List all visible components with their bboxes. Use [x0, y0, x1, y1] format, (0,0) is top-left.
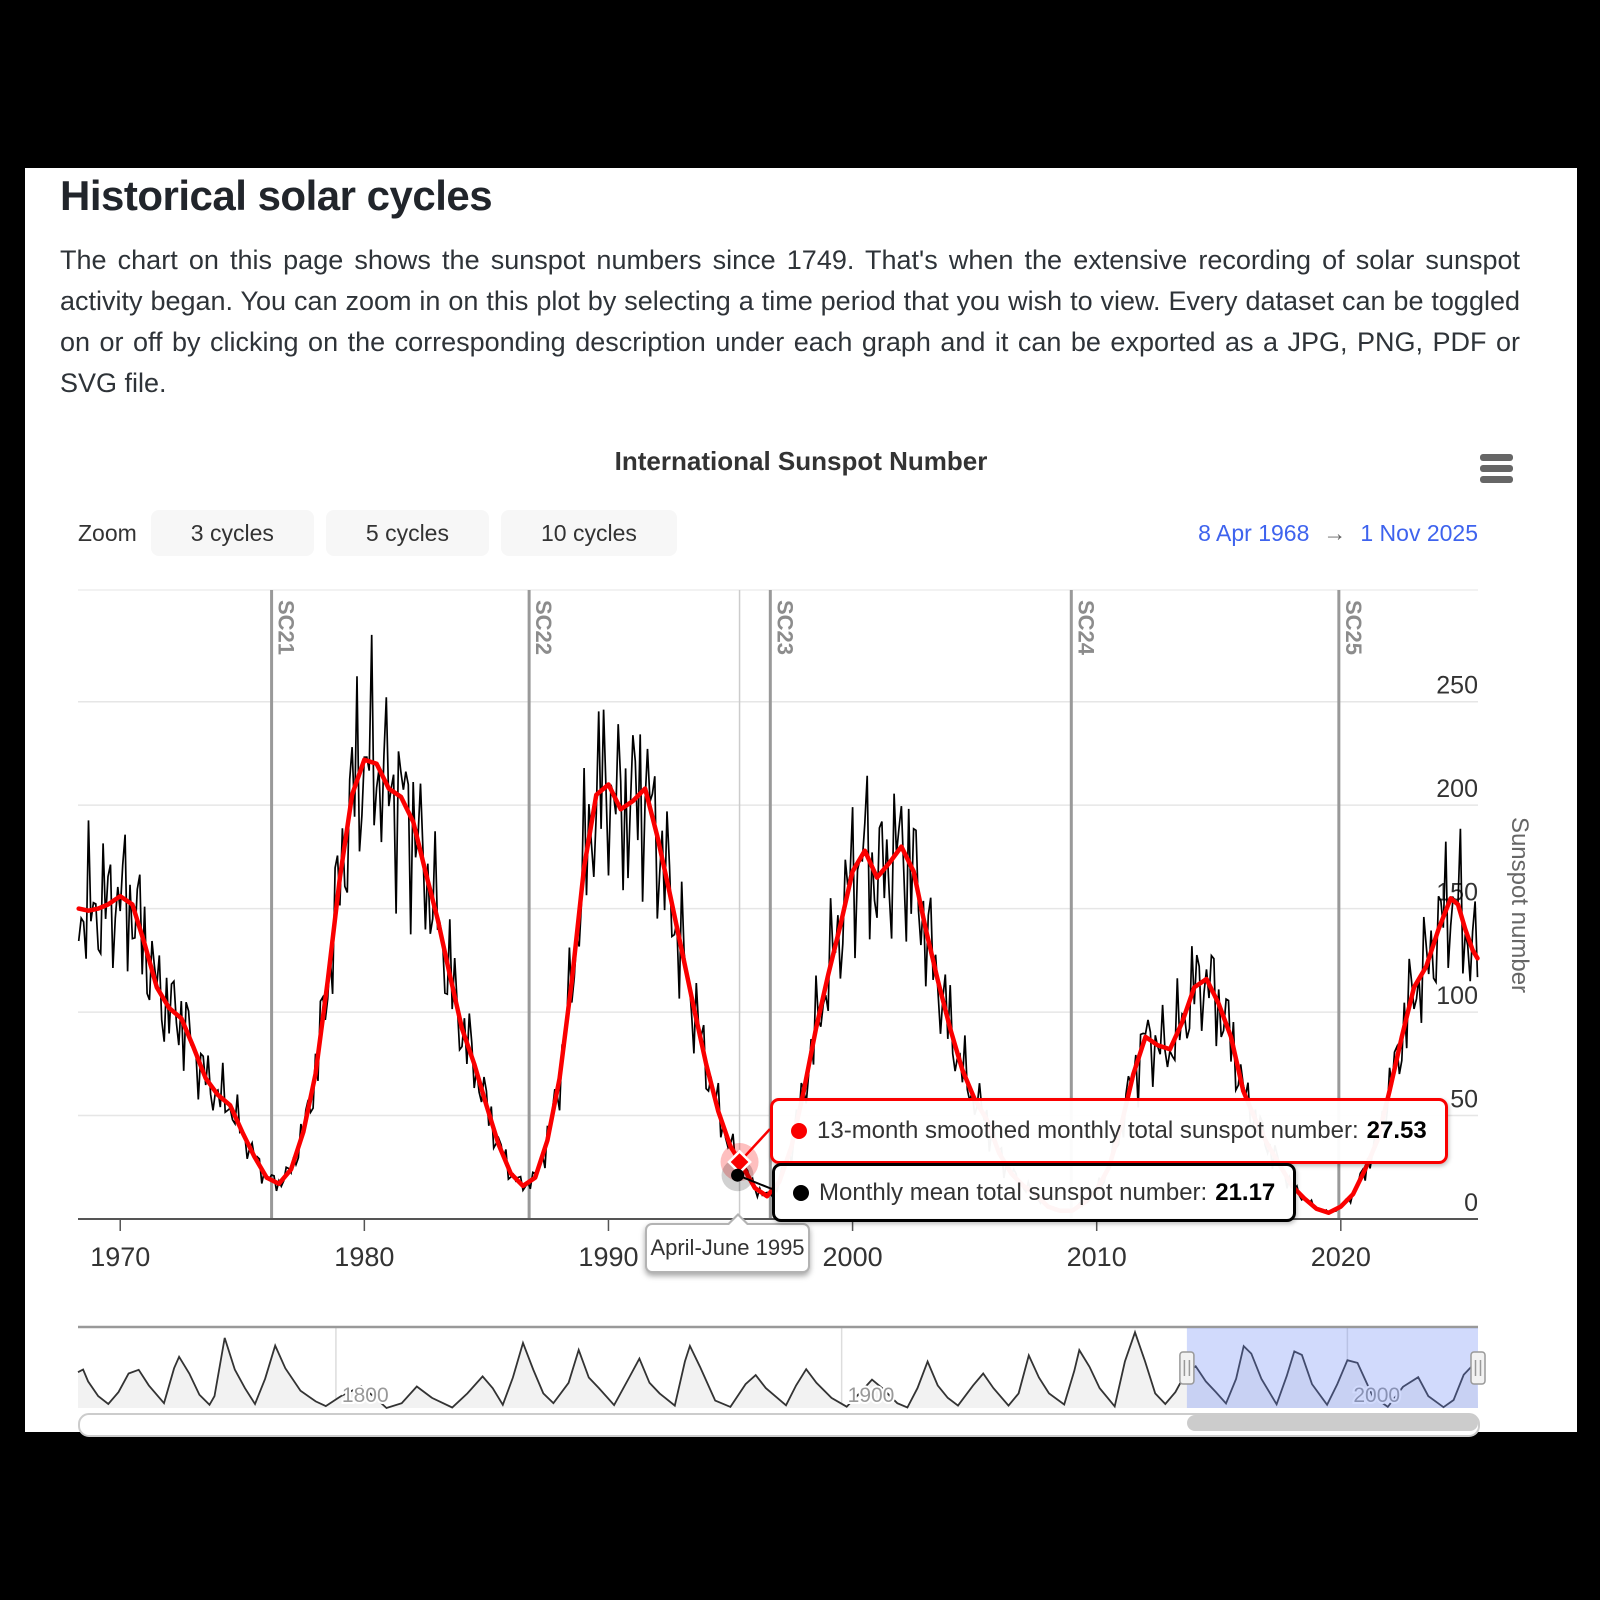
navigator-year-label: 1800: [342, 1384, 389, 1407]
chart-toolbar: Zoom 3 cycles 5 cycles 10 cycles 8 Apr 1…: [78, 510, 1478, 556]
x-axis-label: 2000: [823, 1242, 883, 1272]
navigator-scrollbar-track[interactable]: [78, 1413, 1480, 1437]
navigator-year-label: 1900: [848, 1384, 895, 1407]
black-series-dot-icon: [793, 1184, 809, 1201]
cycle-label: SC22: [531, 600, 556, 655]
arrow-right-icon: →: [1323, 519, 1347, 546]
y-axis-label: 100: [1436, 982, 1478, 1010]
chart-title: International Sunspot Number: [614, 446, 988, 476]
y-axis-title: Sunspot number: [1506, 817, 1533, 993]
tooltip-monthly-value: 21.17: [1215, 1178, 1276, 1206]
y-axis-label: 0: [1464, 1189, 1478, 1217]
x-axis-period-callout: April-June 1995: [645, 1213, 810, 1273]
hover-marker-monthly: [731, 1168, 745, 1182]
content-area: Historical solar cycles The chart on thi…: [25, 168, 1577, 1437]
navigator-selected-range[interactable]: [1186, 1328, 1478, 1408]
chart-context-menu-button[interactable]: [1480, 454, 1513, 484]
navigator-year-label: 2000: [1353, 1384, 1400, 1407]
range-to-date[interactable]: 1 Nov 2025: [1360, 519, 1478, 546]
cycle-label: SC25: [1341, 600, 1366, 655]
navigator-scrollbar-thumb[interactable]: [1187, 1415, 1478, 1431]
cycle-label: SC24: [1073, 600, 1098, 656]
callout-period-label: April-June 1995: [650, 1235, 805, 1260]
zoom-button-10-cycles[interactable]: 10 cycles: [500, 510, 677, 556]
navigator-handle-right[interactable]: [1470, 1351, 1486, 1385]
hover-marker-smoothed: [727, 1149, 752, 1175]
x-axis-label: 1970: [90, 1242, 150, 1272]
range-from-date[interactable]: 8 Apr 1968: [1198, 519, 1310, 546]
tooltip-monthly-label: Monthly mean total sunspot number:: [819, 1178, 1208, 1206]
navigator-series-line: [77, 1329, 1478, 1410]
x-axis-label: 2010: [1067, 1242, 1127, 1272]
cycle-label: SC23: [772, 600, 797, 655]
hamburger-icon: [1480, 465, 1513, 472]
y-axis-label: 200: [1436, 775, 1478, 803]
y-axis-label: 50: [1450, 1086, 1478, 1114]
zoom-label: Zoom: [78, 519, 137, 546]
x-axis-label: 1980: [334, 1242, 394, 1272]
cycle-label: SC21: [274, 600, 299, 655]
date-range-selector: 8 Apr 1968 → 1 Nov 2025: [1198, 520, 1478, 547]
tooltip-smoothed-label: 13-month smoothed monthly total sunspot …: [817, 1117, 1359, 1144]
navigator-handle-left[interactable]: [1179, 1351, 1195, 1385]
navigator-area: [78, 1332, 1478, 1408]
y-axis-label: 250: [1436, 672, 1478, 700]
zoom-button-5-cycles[interactable]: 5 cycles: [325, 510, 489, 556]
hamburger-icon: [1480, 476, 1513, 483]
zoom-button-3-cycles[interactable]: 3 cycles: [150, 510, 314, 556]
red-series-dot-icon: [791, 1123, 807, 1139]
tooltip-monthly-series: Monthly mean total sunspot number: 21.17: [772, 1163, 1297, 1222]
x-axis-label: 2020: [1311, 1242, 1371, 1272]
tooltip-smoothed-series: 13-month smoothed monthly total sunspot …: [770, 1098, 1448, 1164]
page-title: Historical solar cycles: [60, 172, 493, 219]
intro-paragraph: The chart on this page shows the sunspot…: [60, 245, 1520, 398]
callout-pointer-icon: [728, 1216, 748, 1226]
tooltip-smoothed-value: 27.53: [1366, 1117, 1427, 1144]
hamburger-icon: [1480, 454, 1513, 461]
x-axis-label: 1990: [578, 1242, 638, 1272]
